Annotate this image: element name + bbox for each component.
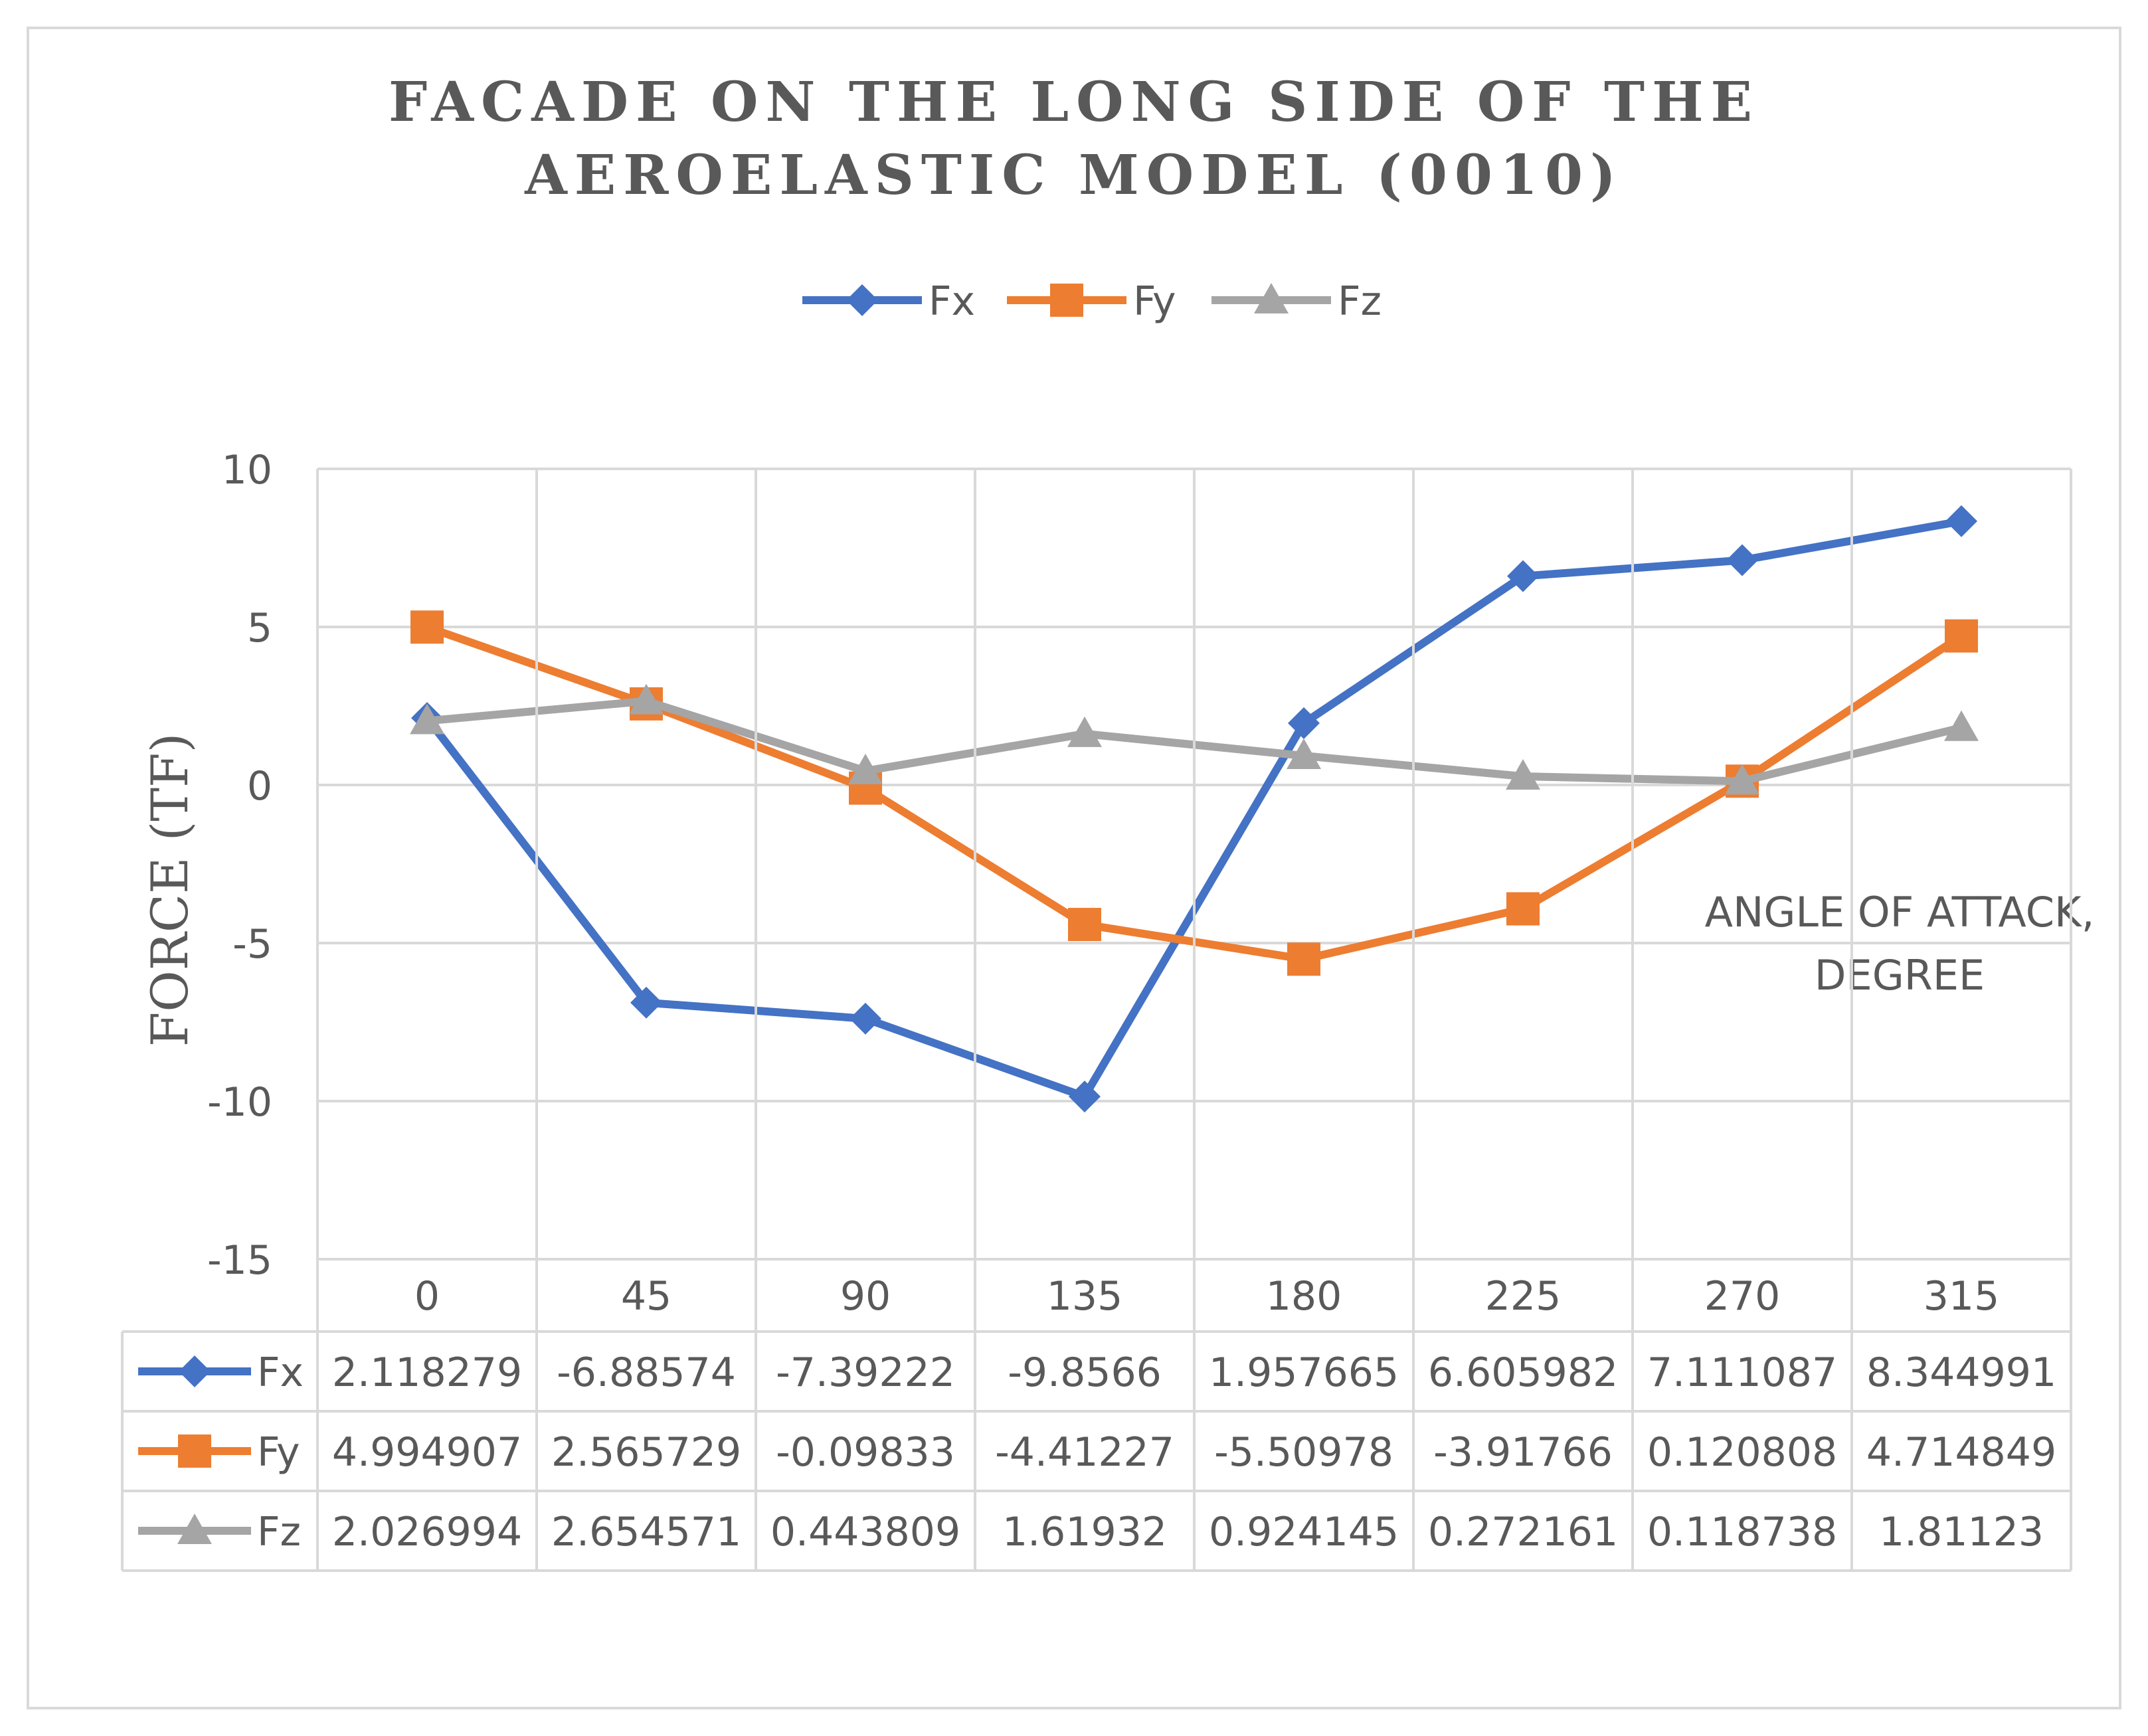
data-point-fz-315 — [1944, 710, 1979, 741]
x-tick-label: 45 — [621, 1273, 671, 1320]
y-tick-label: -15 — [207, 1237, 272, 1284]
data-point-fy-225 — [1506, 892, 1540, 926]
table-cell-fz-45: 2.654571 — [551, 1509, 741, 1555]
legend-marker-fx — [846, 284, 878, 316]
x-tick-label: 315 — [1924, 1273, 2000, 1320]
x-axis-label-line-2: DEGREE — [1815, 951, 1985, 999]
data-point-fy-135 — [1068, 908, 1101, 942]
x-tick-label: 135 — [1047, 1273, 1123, 1320]
table-legend-marker-fx — [179, 1355, 211, 1387]
x-tick-label: 90 — [840, 1273, 891, 1320]
table-cell-fz-0: 2.026994 — [332, 1509, 522, 1555]
chart-title-line-1: FACADE ON THE LONG SIDE OF THE — [389, 70, 1759, 134]
table-cell-fy-270: 0.120808 — [1647, 1429, 1837, 1476]
table-cell-fx-90: -7.39222 — [776, 1349, 955, 1396]
table-cell-fy-315: 4.714849 — [1866, 1429, 2056, 1476]
table-cell-fz-135: 1.61932 — [1002, 1509, 1167, 1555]
data-point-fx-270 — [1726, 544, 1758, 576]
y-tick-label: 0 — [247, 763, 272, 810]
legend-item-fy: Fy — [1007, 278, 1176, 325]
data-point-fx-225 — [1507, 560, 1539, 592]
table-row-label-fx: Fx — [257, 1349, 304, 1396]
data-point-fz-45 — [629, 683, 664, 715]
legend: Fx Fy Fz — [802, 278, 1382, 325]
table-cell-fy-90: -0.09833 — [776, 1429, 955, 1476]
table-cell-fx-270: 7.111087 — [1647, 1349, 1837, 1396]
table-row-label-fy: Fy — [257, 1429, 300, 1476]
table-cell-fz-90: 0.443809 — [770, 1509, 960, 1555]
legend-label-fx: Fx — [929, 278, 975, 325]
legend-label-fz: Fz — [1338, 278, 1382, 325]
table-cell-fx-315: 8.344991 — [1866, 1349, 2056, 1396]
data-point-fy-0 — [410, 610, 444, 644]
table-cell-fx-225: 6.605982 — [1428, 1349, 1618, 1396]
data-point-fz-90 — [848, 753, 883, 784]
table-cell-fx-0: 2.118279 — [332, 1349, 522, 1396]
table-cell-fx-135: -9.8566 — [1008, 1349, 1162, 1396]
data-point-fx-180 — [1288, 707, 1320, 739]
data-point-fx-135 — [1069, 1081, 1101, 1113]
data-point-fx-90 — [850, 1002, 881, 1035]
x-tick-label: 225 — [1485, 1273, 1562, 1320]
data-point-fz-180 — [1287, 738, 1321, 770]
legend-label-fy: Fy — [1133, 278, 1176, 325]
table-row-fy: Fy 4.994907 2.565729 -0.09833 -4.41227 -5.509… — [138, 1429, 2056, 1476]
x-tick-label: 180 — [1266, 1273, 1342, 1320]
x-tick-label: 270 — [1704, 1273, 1781, 1320]
x-axis-label-line-1: ANGLE OF ATTACK, — [1705, 888, 2095, 936]
y-tick-label: -5 — [232, 921, 272, 968]
data-table: 0 45 90 135 180 225 270 315 Fx 2.118279 -6.88574 -7… — [121, 469, 2072, 1572]
table-row-label-fz: Fz — [257, 1509, 301, 1555]
data-point-fz-0 — [410, 703, 444, 735]
table-legend-marker-fz — [177, 1514, 212, 1544]
table-cell-fz-225: 0.272161 — [1428, 1509, 1618, 1555]
data-point-fz-135 — [1067, 716, 1102, 747]
data-point-fz-270 — [1725, 764, 1759, 795]
data-point-fy-180 — [1287, 942, 1320, 976]
legend-item-fz: Fz — [1211, 278, 1382, 325]
table-cell-fy-0: 4.994907 — [332, 1429, 522, 1476]
table-row-fx: Fx 2.118279 -6.88574 -7.39222 -9.8566 1.95766… — [138, 1349, 2056, 1396]
table-cell-fy-180: -5.50978 — [1214, 1429, 1393, 1476]
data-point-fx-315 — [1945, 505, 1977, 537]
table-cell-fy-225: -3.91766 — [1433, 1429, 1613, 1476]
table-cell-fz-315: 1.81123 — [1879, 1509, 2044, 1555]
table-row-fz: Fz 2.026994 2.654571 0.443809 1.61932 0.92414… — [138, 1509, 2044, 1555]
data-point-fy-315 — [1945, 619, 1978, 653]
y-tick-label: 5 — [247, 605, 272, 651]
legend-marker-fz — [1254, 283, 1289, 313]
y-tick-label: -10 — [207, 1079, 272, 1126]
y-axis-tick-labels: 10 5 0 -5 -10 -15 — [207, 447, 272, 1284]
data-point-fz-225 — [1506, 759, 1540, 790]
table-cell-fz-270: 0.118738 — [1647, 1509, 1837, 1555]
chart-title-line-2: AEROELASTIC MODEL (0010) — [524, 143, 1623, 207]
table-cell-fx-45: -6.88574 — [557, 1349, 736, 1396]
legend-marker-fy — [1050, 284, 1083, 317]
data-point-fx-45 — [630, 986, 662, 1019]
table-cell-fy-135: -4.41227 — [995, 1429, 1174, 1476]
table-cell-fy-45: 2.565729 — [551, 1429, 741, 1476]
y-tick-label: 10 — [222, 447, 272, 493]
table-legend-marker-fy — [178, 1434, 211, 1468]
legend-item-fx: Fx — [802, 278, 975, 325]
table-cell-fx-180: 1.957665 — [1209, 1349, 1399, 1396]
y-axis-label: FORCE (TF) — [140, 733, 199, 1047]
x-tick-label: 0 — [414, 1273, 440, 1320]
table-cell-fz-180: 0.924145 — [1209, 1509, 1399, 1555]
